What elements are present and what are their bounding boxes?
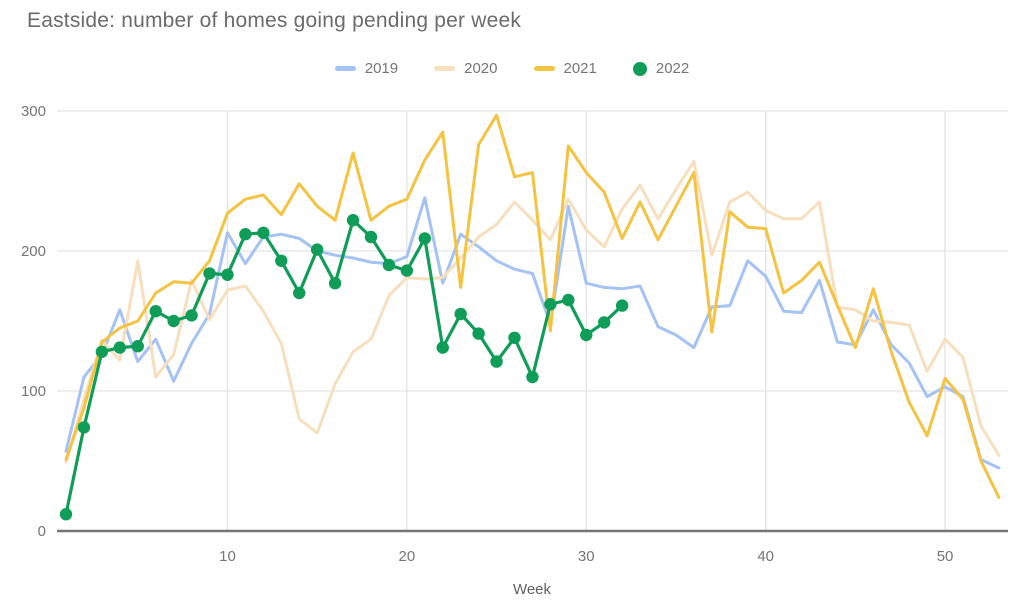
y-tick-100: 100 (21, 383, 46, 400)
legend-swatch-2022 (632, 61, 647, 76)
data-point-2022-w12[interactable] (257, 226, 270, 239)
x-axis-title: Week (512, 581, 552, 598)
data-point-2022-w5[interactable] (131, 340, 144, 353)
data-point-2022-w7[interactable] (167, 314, 180, 328)
legend-item-2021[interactable]: 2021 (533, 60, 597, 77)
data-point-2022-w2[interactable] (77, 421, 91, 434)
data-point-2022-w14[interactable] (293, 286, 306, 300)
legend-item-2019[interactable]: 2019 (334, 60, 399, 77)
series-line-2020[interactable] (64, 159, 1001, 464)
data-point-2022-w26[interactable] (508, 331, 521, 344)
data-point-2022-w4[interactable] (113, 341, 127, 354)
data-point-2022-w16[interactable] (328, 277, 342, 290)
data-point-2022-w32[interactable] (615, 299, 629, 312)
x-tick-20: 20 (399, 548, 416, 565)
gridlines (57, 110, 1008, 531)
data-point-2022-w22[interactable] (436, 341, 449, 354)
data-point-2022-w9[interactable] (203, 267, 216, 280)
data-point-2022-w24[interactable] (472, 327, 485, 340)
data-point-2022-w27[interactable] (526, 370, 539, 384)
y-tick-0: 0 (38, 523, 46, 540)
chart-legend: 2019 2020 2021 2022 (0, 60, 1024, 77)
x-tick-40: 40 (757, 548, 774, 565)
data-point-2022-w21[interactable] (418, 232, 431, 245)
data-point-2022-w11[interactable] (239, 228, 252, 241)
x-tick-50: 50 (937, 548, 954, 565)
data-point-2022-w8[interactable] (185, 309, 198, 322)
data-point-2022-w29[interactable] (562, 293, 575, 307)
data-point-2022-w20[interactable] (400, 264, 414, 277)
chart-title: Eastside: number of homes going pending … (27, 9, 522, 32)
data-point-2022-w17[interactable] (346, 214, 360, 227)
data-point-2022-w25[interactable] (490, 355, 503, 368)
x-tick-10: 10 (219, 548, 236, 565)
legend-label-2022: 2022 (655, 60, 690, 77)
data-point-2022-w28[interactable] (544, 298, 557, 311)
legend-label-2019: 2019 (364, 60, 399, 77)
series-line-2021[interactable] (64, 113, 1001, 499)
data-point-2022-w15[interactable] (310, 243, 324, 256)
data-point-2022-w6[interactable] (149, 305, 162, 318)
x-tick-30: 30 (578, 548, 595, 565)
legend-swatch-2019 (334, 66, 356, 71)
legend-swatch-2020 (434, 66, 456, 71)
data-point-2022-w31[interactable] (598, 316, 611, 329)
data-point-2022-w30[interactable] (580, 328, 593, 342)
series-points-2022 (59, 214, 629, 521)
y-tick-300: 300 (21, 103, 46, 120)
data-point-2022-w23[interactable] (454, 307, 467, 321)
data-point-2022-w19[interactable] (382, 258, 396, 272)
y-tick-200: 200 (21, 243, 46, 260)
data-point-2022-w18[interactable] (364, 230, 378, 244)
legend-item-2020[interactable]: 2020 (434, 60, 498, 77)
legend-label-2020: 2020 (464, 60, 498, 77)
tick-labels: 0 100 200 300 10 20 30 40 50 (21, 103, 953, 565)
series-line-2019[interactable] (64, 196, 1001, 470)
data-point-2022-w1[interactable] (59, 508, 73, 521)
legend-swatch-2021 (533, 66, 555, 71)
legend-item-2022[interactable]: 2022 (632, 60, 690, 77)
legend-label-2021: 2021 (563, 60, 597, 77)
data-point-2022-w10[interactable] (221, 268, 234, 281)
data-point-2022-w3[interactable] (95, 345, 109, 358)
data-point-2022-w13[interactable] (275, 254, 288, 267)
